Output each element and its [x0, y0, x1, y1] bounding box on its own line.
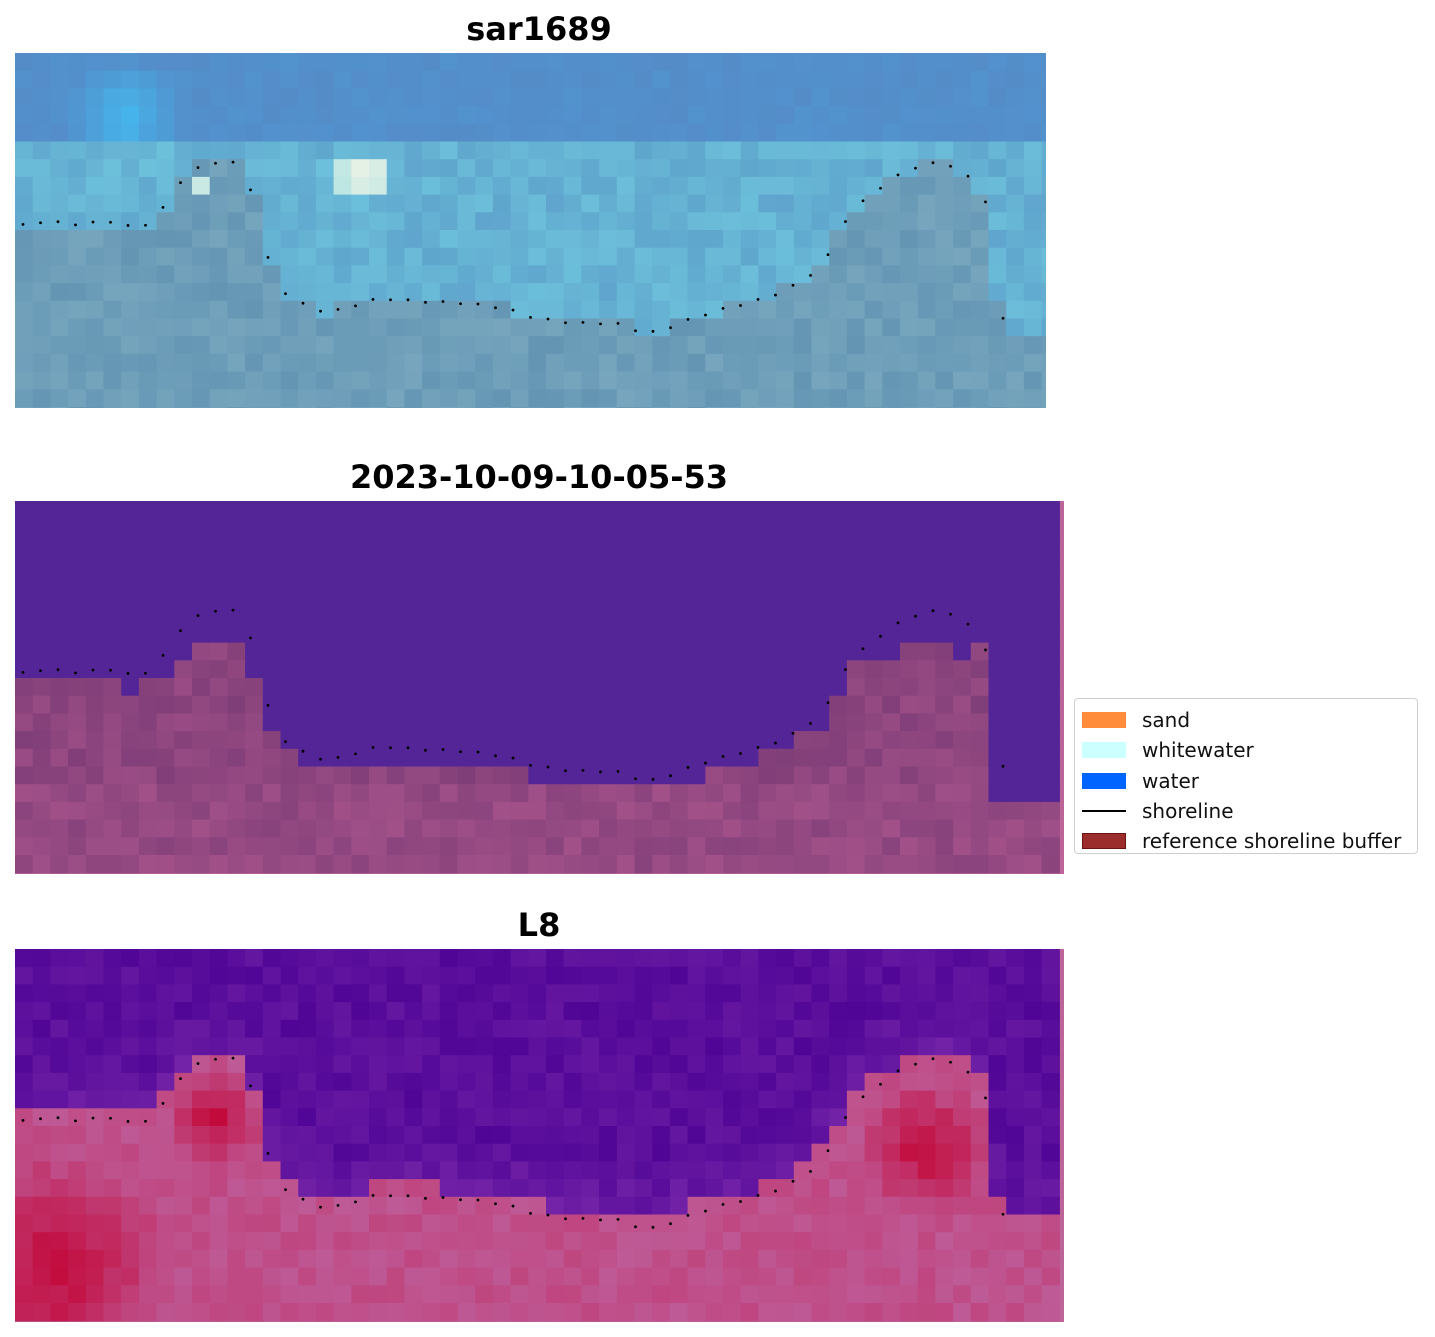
legend-item-whitewater: whitewater	[1082, 735, 1410, 765]
sand-swatch	[1082, 712, 1126, 729]
image-panel-index	[15, 949, 1064, 1322]
rgb-image	[15, 53, 1046, 408]
index-image	[15, 949, 1064, 1322]
legend-label: reference shoreline buffer	[1142, 829, 1402, 854]
reference-buffer-swatch	[1082, 833, 1126, 850]
legend-item-reference-buffer: reference shoreline buffer	[1082, 826, 1410, 856]
legend-item-water: water	[1082, 766, 1410, 796]
shoreline-line-swatch	[1082, 810, 1126, 813]
legend-label: sand	[1142, 708, 1191, 733]
shoreline-dots	[21, 608, 1005, 781]
shoreline-dots	[21, 1056, 1005, 1229]
panel-title-1: sar1689	[466, 10, 612, 48]
shoreline-dots	[21, 160, 1005, 333]
image-panel-rgb	[15, 53, 1046, 408]
legend-item-sand: sand	[1082, 705, 1410, 735]
legend-item-shoreline: shoreline	[1082, 796, 1410, 826]
legend-label: whitewater	[1142, 738, 1254, 763]
legend-label: water	[1142, 768, 1199, 793]
water-swatch	[1082, 772, 1126, 789]
image-panel-classification	[15, 501, 1064, 874]
panel-title-2: 2023-10-09-10-05-53	[349, 458, 729, 496]
legend: sand whitewater water shoreline referenc…	[1074, 698, 1418, 854]
legend-label: shoreline	[1142, 799, 1234, 824]
panel-title-3: L8	[517, 906, 561, 944]
whitewater-swatch	[1082, 742, 1126, 759]
classification-image	[15, 501, 1064, 874]
